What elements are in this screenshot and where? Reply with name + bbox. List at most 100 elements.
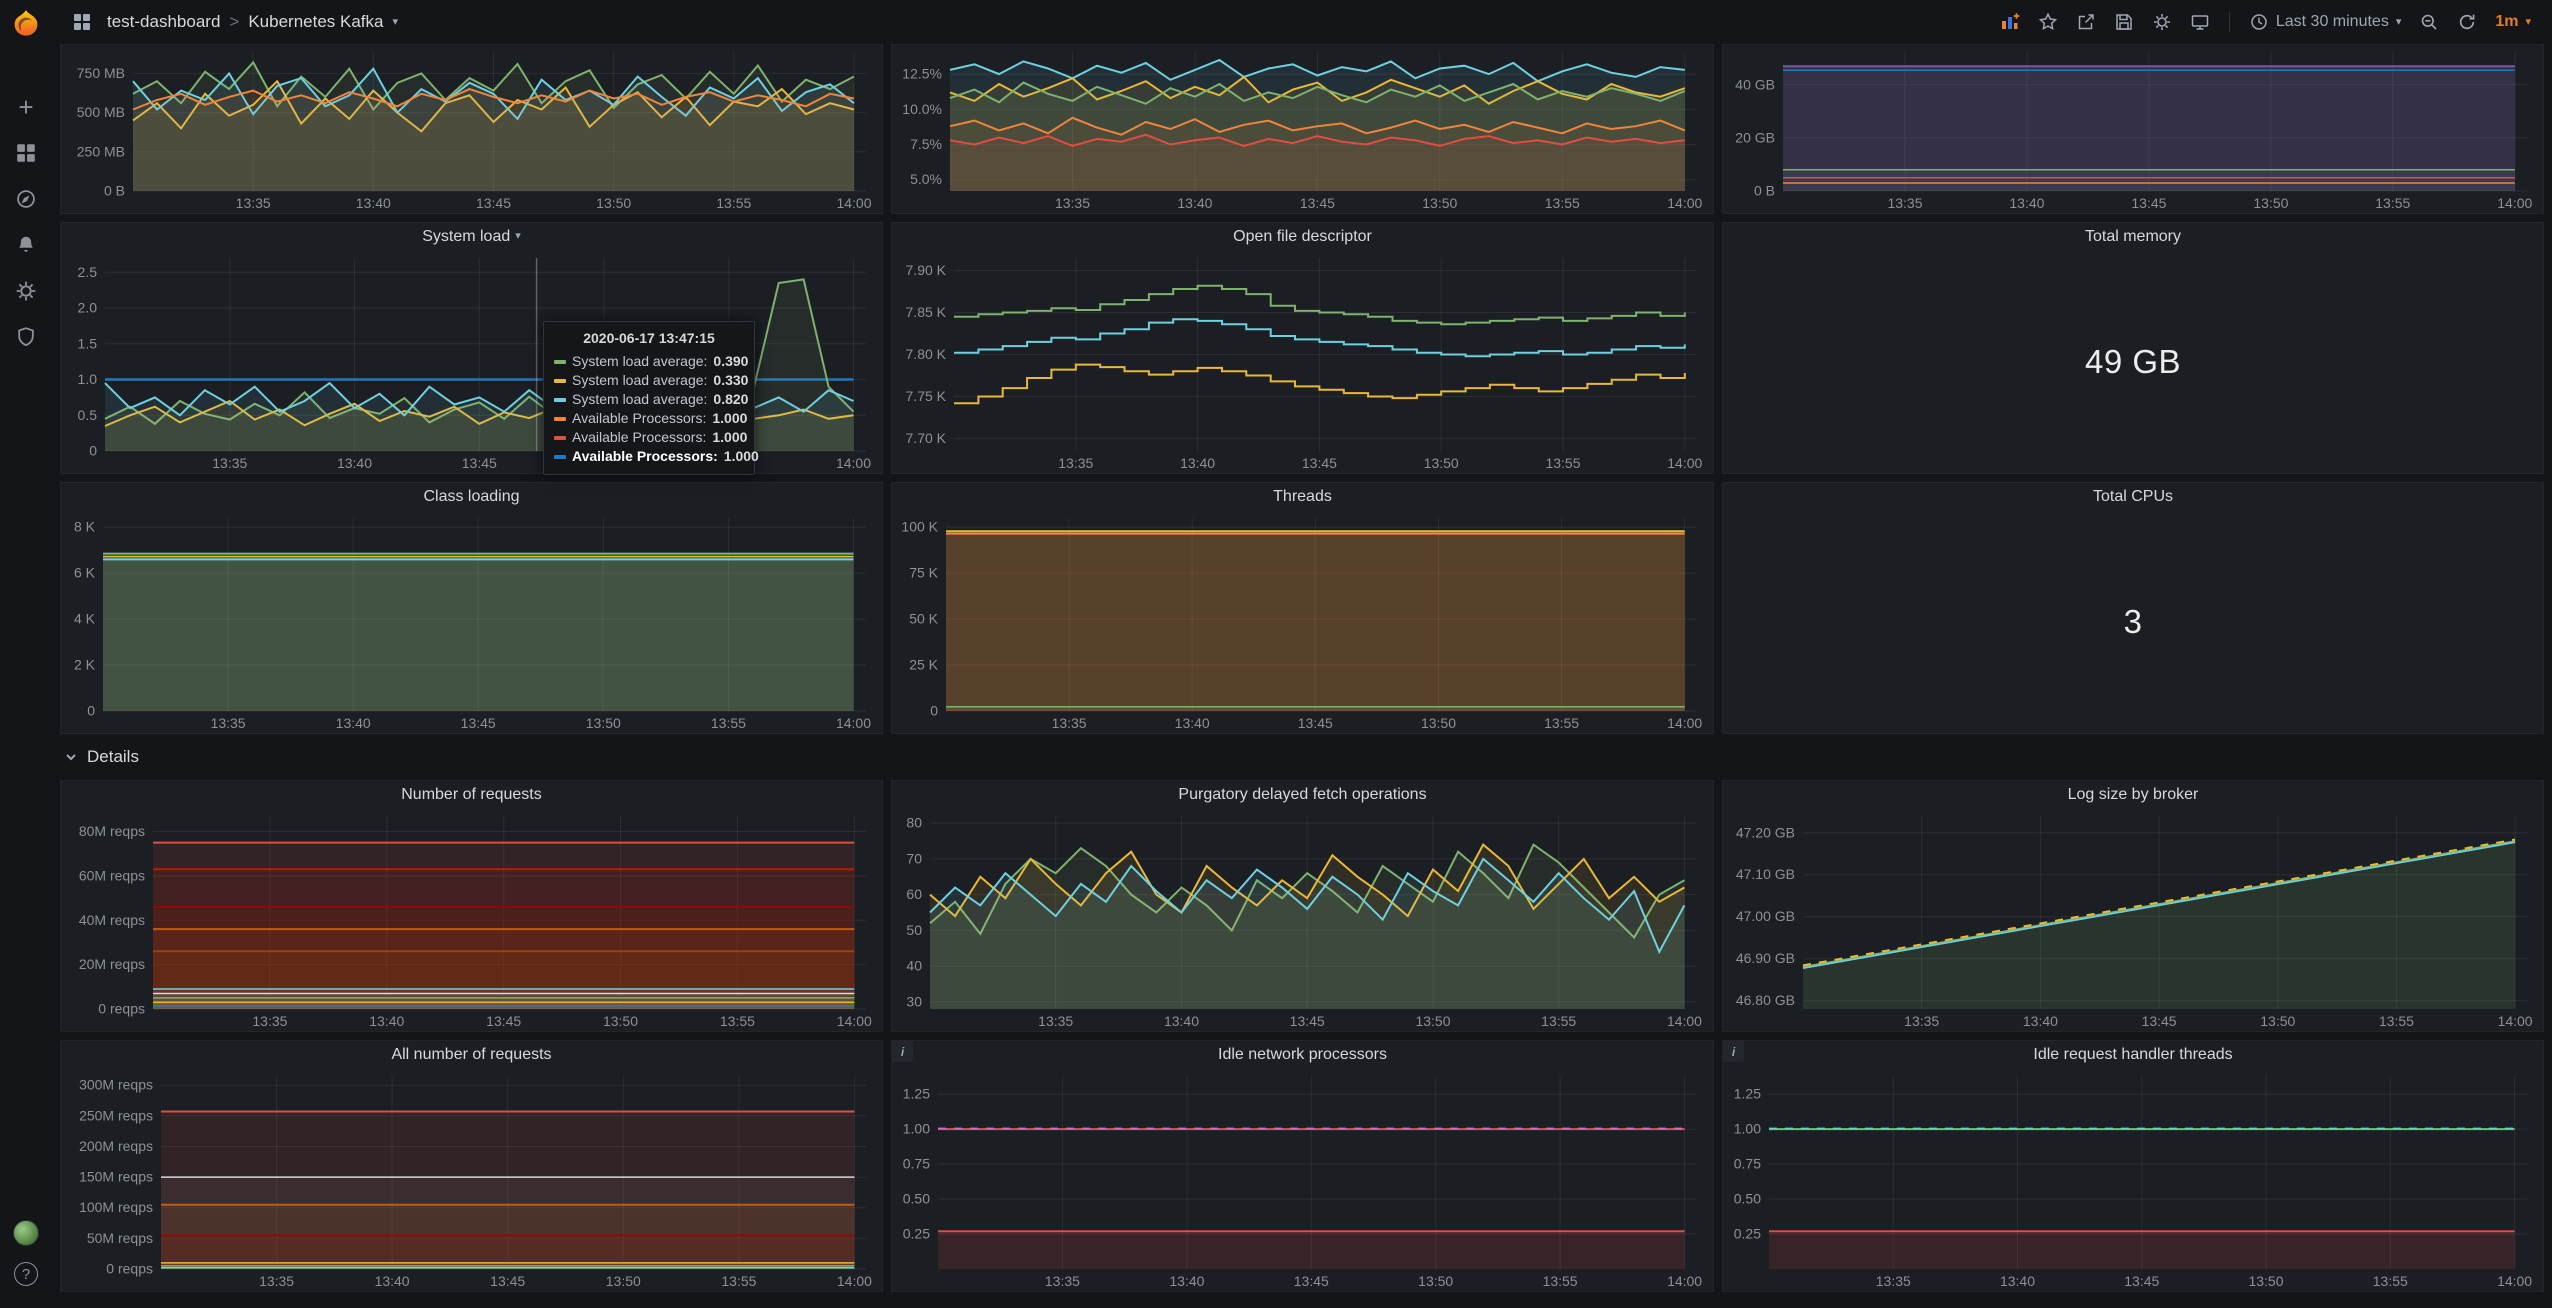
breadcrumb-dashboard[interactable]: Kubernetes Kafka xyxy=(248,12,384,31)
alerting-icon[interactable] xyxy=(13,232,39,258)
stat-value: 3 xyxy=(2123,602,2143,640)
svg-text:13:35: 13:35 xyxy=(259,1273,294,1289)
svg-text:0: 0 xyxy=(930,703,938,719)
svg-text:13:45: 13:45 xyxy=(1290,1013,1325,1029)
system-load-graph[interactable]: 0 0.5 1.0 1.5 2.0 2.5 13:35 13:40 13:45 13:50 13:5… xyxy=(61,250,882,473)
svg-text:0.25: 0.25 xyxy=(1734,1226,1761,1242)
cpu-usage-graph[interactable]: 5.0% 7.5% 10.0% 12.5% 13:35 13:40 13:45 13:50 13… xyxy=(892,45,1713,213)
panel-title[interactable]: Threads xyxy=(1273,487,1332,505)
svg-text:60: 60 xyxy=(906,886,922,902)
chevron-down-icon[interactable]: ▾ xyxy=(392,15,399,28)
breadcrumb-folder[interactable]: test-dashboard xyxy=(107,12,221,31)
refresh-interval-dropdown[interactable]: 1m ▾ xyxy=(2488,6,2538,38)
panel-info-icon[interactable]: i xyxy=(892,1041,913,1062)
create-icon[interactable]: + xyxy=(18,91,34,122)
svg-text:7.90 K: 7.90 K xyxy=(906,262,947,278)
svg-text:13:55: 13:55 xyxy=(2379,1013,2414,1029)
explore-icon[interactable] xyxy=(13,186,39,212)
panel-title[interactable]: Number of requests xyxy=(401,785,542,803)
svg-text:13:45: 13:45 xyxy=(1298,715,1333,731)
time-picker[interactable]: Last 30 minutes ▾ xyxy=(2242,6,2408,38)
tv-mode-button[interactable] xyxy=(2183,6,2217,38)
svg-text:14:00: 14:00 xyxy=(836,455,871,471)
svg-text:13:55: 13:55 xyxy=(711,455,746,471)
panel-title[interactable]: Total memory xyxy=(2084,227,2182,245)
idle-request-handler-threads-graph[interactable]: 0.25 0.50 0.75 1.00 1.25 13:35 13:40 13:45 13:50… xyxy=(1723,1068,2543,1291)
svg-text:2 K: 2 K xyxy=(74,657,96,673)
svg-text:13:45: 13:45 xyxy=(486,1013,521,1029)
all-number-of-requests-graph[interactable]: 0 reqps 50M reqps 100M reqps 150M reqps 200M… xyxy=(61,1068,882,1291)
refresh-button[interactable] xyxy=(2450,6,2484,38)
svg-text:13:55: 13:55 xyxy=(2375,195,2410,211)
settings-button[interactable] xyxy=(2145,6,2179,38)
panel-title[interactable]: All number of requests xyxy=(391,1045,552,1063)
panel-title[interactable]: Total CPUs xyxy=(2092,487,2174,505)
server-admin-icon[interactable] xyxy=(13,324,39,350)
svg-text:13:55: 13:55 xyxy=(2373,1273,2408,1289)
class-loading-graph[interactable]: 0 2 K 4 K 6 K 8 K 13:35 13:40 13:45 13:50 13:55 14… xyxy=(61,510,882,733)
details-row-toggle[interactable]: Details xyxy=(60,742,2544,772)
panel-title[interactable]: Purgatory delayed fetch operations xyxy=(1178,785,1427,803)
svg-text:2.0: 2.0 xyxy=(78,300,98,316)
svg-text:13:40: 13:40 xyxy=(1177,195,1212,211)
help-icon[interactable]: ? xyxy=(14,1262,38,1286)
svg-text:60M reqps: 60M reqps xyxy=(79,867,145,883)
purgatory-delayed-fetch-graph[interactable]: 30 40 50 60 70 80 13:35 13:40 13:45 13:50 13:55 14:… xyxy=(892,808,1713,1031)
memory-usage-graph[interactable]: 0 B 250 MB 500 MB 750 MB 13:35 13:40 13:45 13:5… xyxy=(61,45,882,213)
star-button[interactable] xyxy=(2031,6,2065,38)
share-button[interactable] xyxy=(2069,6,2103,38)
svg-text:13:45: 13:45 xyxy=(476,195,511,211)
svg-text:1.25: 1.25 xyxy=(903,1086,930,1102)
svg-text:40 GB: 40 GB xyxy=(1735,76,1775,92)
svg-text:13:35: 13:35 xyxy=(1904,1013,1939,1029)
svg-text:0.75: 0.75 xyxy=(903,1156,930,1172)
svg-text:13:35: 13:35 xyxy=(1058,455,1093,471)
svg-text:13:40: 13:40 xyxy=(1175,715,1210,731)
clock-icon xyxy=(2251,14,2267,30)
grafana-logo[interactable] xyxy=(9,8,43,42)
configuration-icon[interactable] xyxy=(13,278,39,304)
svg-text:7.85 K: 7.85 K xyxy=(906,304,947,320)
panel-title[interactable]: System load ▾ xyxy=(422,227,521,245)
number-of-requests-graph[interactable]: 0 reqps 20M reqps 40M reqps 60M reqps 80M re… xyxy=(61,808,882,1031)
panel-title[interactable]: Log size by broker xyxy=(2067,785,2199,803)
svg-text:13:50: 13:50 xyxy=(606,1273,641,1289)
panel-total-memory: Total memory 49 GB xyxy=(1722,222,2544,474)
svg-text:47.00 GB: 47.00 GB xyxy=(1736,908,1795,924)
panel-cpu-usage: 5.0% 7.5% 10.0% 12.5% 13:35 13:40 13:45 13:50 13… xyxy=(891,44,1714,214)
panel-title[interactable]: Open file descriptor xyxy=(1233,227,1372,245)
idle-network-processors-graph[interactable]: 0.25 0.50 0.75 1.00 1.25 13:35 13:40 13:45 13:50… xyxy=(892,1068,1713,1291)
panel-info-icon[interactable]: i xyxy=(1723,1041,1744,1062)
panel-idle-network-processors: i Idle network processors 0.25 0.50 0.75 1.… xyxy=(891,1040,1714,1292)
svg-text:13:50: 13:50 xyxy=(1415,1013,1450,1029)
threads-graph[interactable]: 0 25 K 50 K 75 K 100 K 13:35 13:40 13:45 13:50 13… xyxy=(892,510,1713,733)
panel-log-size-by-broker: Log size by broker 46.80 GB 46.90 GB 47.00… xyxy=(1722,780,2544,1032)
panel-title[interactable]: Idle network processors xyxy=(1218,1045,1387,1063)
save-button[interactable] xyxy=(2107,6,2141,38)
panel-title[interactable]: Idle request handler threads xyxy=(2033,1045,2233,1063)
log-size-by-broker-graph[interactable]: 46.80 GB 46.90 GB 47.00 GB 47.10 GB 47.20 GB… xyxy=(1723,808,2543,1031)
svg-text:300M reqps: 300M reqps xyxy=(79,1077,153,1093)
dashboards-icon[interactable] xyxy=(13,140,39,166)
svg-text:13:45: 13:45 xyxy=(461,715,496,731)
svg-text:13:45: 13:45 xyxy=(490,1273,525,1289)
svg-text:13:35: 13:35 xyxy=(1055,195,1090,211)
svg-text:13:35: 13:35 xyxy=(1052,715,1087,731)
disk-usage-graph[interactable]: 0 B 20 GB 40 GB 13:35 13:40 13:45 13:50 13:55 14… xyxy=(1723,45,2543,213)
zoom-out-button[interactable] xyxy=(2412,6,2446,38)
svg-text:75 K: 75 K xyxy=(909,565,938,581)
svg-text:7.80 K: 7.80 K xyxy=(906,346,947,362)
dashboard-grid-icon[interactable] xyxy=(66,6,98,38)
svg-text:14:00: 14:00 xyxy=(1667,715,1702,731)
row-title: Details xyxy=(87,747,139,766)
svg-text:14:00: 14:00 xyxy=(2498,1013,2533,1029)
chevron-down-icon: ▾ xyxy=(515,230,521,242)
svg-text:80M reqps: 80M reqps xyxy=(79,823,145,839)
panel-title[interactable]: Class loading xyxy=(423,487,520,505)
svg-text:40M reqps: 40M reqps xyxy=(79,912,145,928)
svg-text:6 K: 6 K xyxy=(74,565,96,581)
user-avatar[interactable] xyxy=(13,1220,39,1246)
svg-text:50 K: 50 K xyxy=(909,611,938,627)
open-file-descriptor-graph[interactable]: 7.70 K 7.75 K 7.80 K 7.85 K 7.90 K 13:35 13:40… xyxy=(892,250,1713,473)
add-panel-button[interactable] xyxy=(1993,6,2027,38)
